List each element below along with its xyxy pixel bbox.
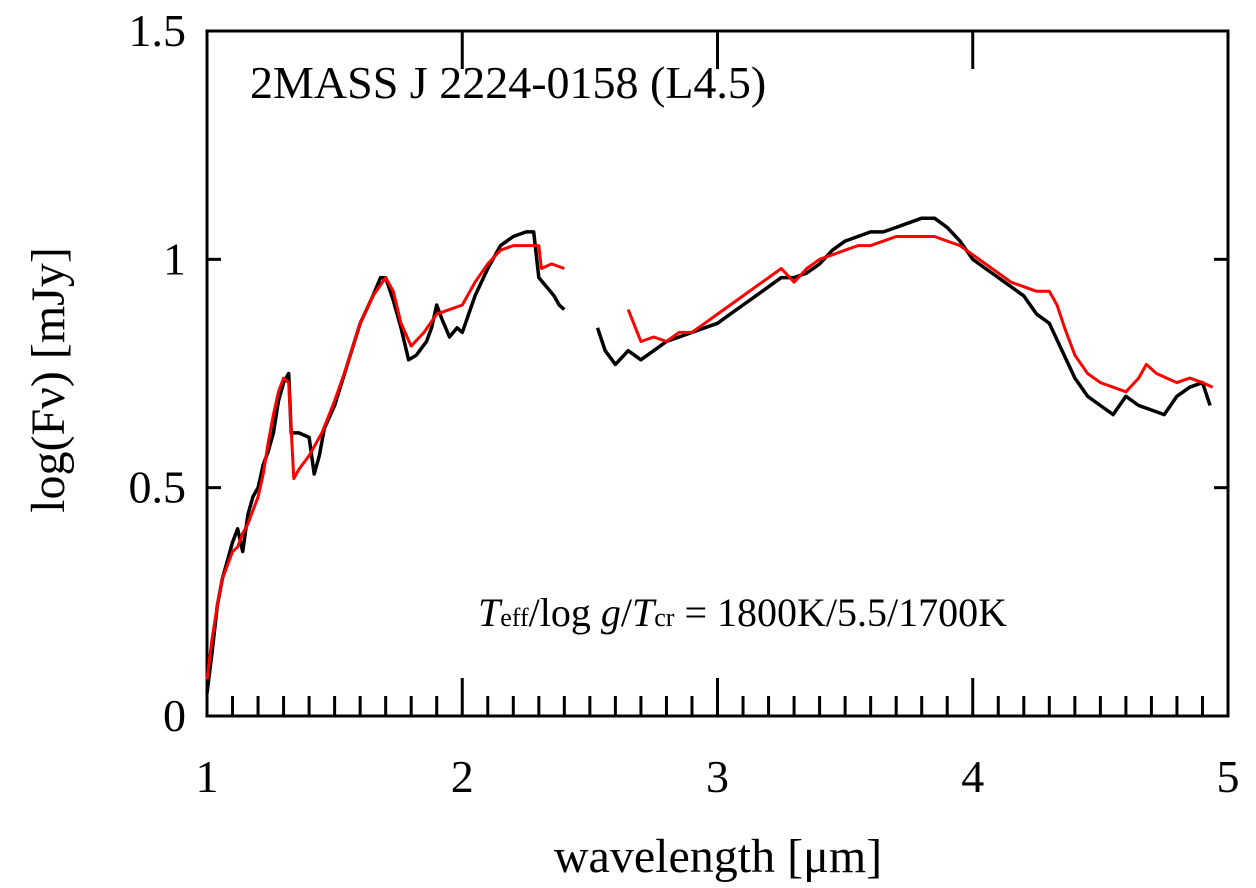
annotation-rest: = 1800K/5.5/1700K — [674, 590, 1007, 635]
y-tick-label: 0.5 — [129, 462, 187, 513]
x-tick-label: 5 — [1217, 751, 1240, 802]
observed-spectrum-line-segment-2 — [595, 216, 1212, 417]
x-tick-label: 1 — [196, 751, 219, 802]
annotation-slash1: /log — [529, 590, 601, 635]
y-axis-title: log(Fν) [mJy] — [22, 247, 75, 513]
model-spectrum-line-segment-1 — [205, 244, 565, 680]
x-tick-label: 2 — [451, 751, 474, 802]
annotation-T2: T — [632, 590, 657, 635]
chart-title: 2MASS J 2224-0158 (L4.5) — [250, 57, 766, 108]
x-axis-title: wavelength [μm] — [554, 830, 882, 883]
y-tick-label: 1 — [163, 233, 186, 284]
annotation-sub1: eff — [500, 603, 529, 632]
annotation-sub2: cr — [654, 603, 675, 632]
model-spectrum-line-segment-2 — [626, 235, 1214, 394]
series-layer — [205, 216, 1214, 694]
annotation-g: g — [601, 590, 621, 635]
y-tick-label: 0 — [163, 690, 186, 741]
x-tick-label: 4 — [961, 751, 984, 802]
tick-labels: 1 2 3 4 5 0 0.5 1 1.5 — [129, 5, 1240, 802]
y-tick-label: 1.5 — [129, 5, 187, 56]
axis-ticks — [205, 29, 1230, 718]
x-tick-label: 3 — [706, 751, 729, 802]
model-parameters-annotation: Teff/log g/Tcr = 1800K/5.5/1700K — [478, 590, 1007, 635]
annotation-slash2: / — [621, 590, 633, 635]
annotation-T1: T — [478, 590, 503, 635]
